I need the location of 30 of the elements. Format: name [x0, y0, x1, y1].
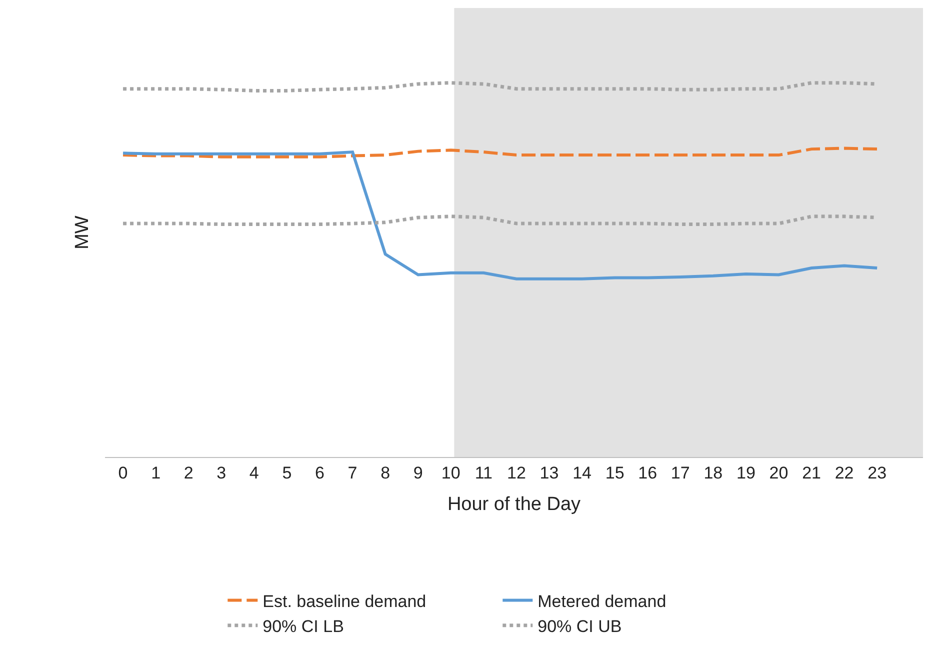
x-tick-label: 3: [216, 463, 226, 482]
x-tick-label: 21: [802, 463, 821, 482]
x-axis-title: Hour of the Day: [447, 494, 582, 516]
x-tick-label: 16: [638, 463, 658, 482]
y-axis-title: MW: [72, 216, 93, 250]
x-tick-label: 18: [704, 463, 723, 482]
x-tick-label: 6: [315, 463, 324, 482]
x-tick-label: 22: [834, 463, 854, 482]
legend-label: Metered demand: [538, 592, 666, 611]
x-tick-label: 12: [507, 463, 526, 482]
x-tick-label: 10: [441, 463, 460, 482]
x-tick-label: 9: [413, 463, 423, 482]
x-tick-label: 4: [249, 463, 259, 482]
x-tick-label: 11: [474, 463, 492, 482]
x-tick-label: 20: [769, 463, 788, 482]
x-tick-label: 19: [736, 463, 756, 482]
x-tick-label: 14: [572, 463, 592, 482]
legend-label: 90% CI UB: [538, 617, 622, 636]
x-tick-label: 15: [605, 463, 624, 482]
x-tick-label: 2: [184, 463, 194, 482]
x-tick-label: 5: [282, 463, 292, 482]
legend-label: Est. baseline demand: [262, 592, 426, 611]
x-tick-label: 0: [118, 463, 128, 482]
x-tick-label: 7: [348, 463, 358, 482]
x-tick-label: 23: [868, 463, 887, 482]
x-tick-label: 13: [540, 463, 559, 482]
x-tick-label: 17: [670, 463, 690, 482]
x-tick-label: 1: [151, 463, 161, 482]
legend-label: 90% CI LB: [262, 617, 344, 636]
x-tick-label: 8: [380, 463, 390, 482]
